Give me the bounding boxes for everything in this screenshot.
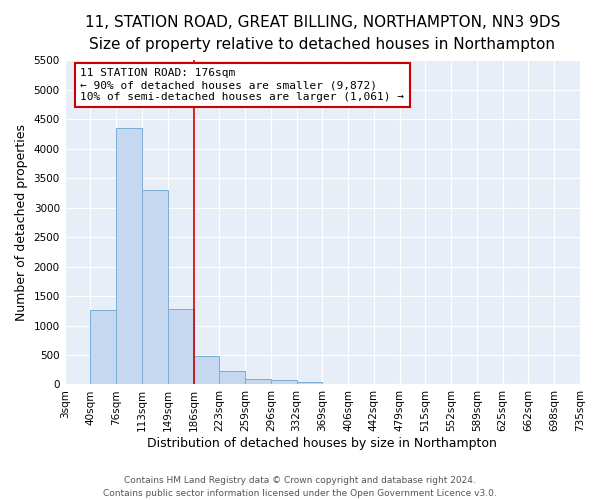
X-axis label: Distribution of detached houses by size in Northampton: Distribution of detached houses by size … [148,437,497,450]
Y-axis label: Number of detached properties: Number of detached properties [15,124,28,321]
Bar [168,309,193,384]
Title: 11, STATION ROAD, GREAT BILLING, NORTHAMPTON, NN3 9DS
Size of property relative : 11, STATION ROAD, GREAT BILLING, NORTHAM… [85,15,560,52]
Bar [142,190,168,384]
Bar [219,372,245,384]
Bar [296,382,322,384]
Bar [271,380,296,384]
Text: 11 STATION ROAD: 176sqm
← 90% of detached houses are smaller (9,872)
10% of semi: 11 STATION ROAD: 176sqm ← 90% of detache… [80,68,404,102]
Bar [193,356,219,384]
Bar [116,128,142,384]
Bar [245,378,271,384]
Text: Contains HM Land Registry data © Crown copyright and database right 2024.
Contai: Contains HM Land Registry data © Crown c… [103,476,497,498]
Bar [91,310,116,384]
